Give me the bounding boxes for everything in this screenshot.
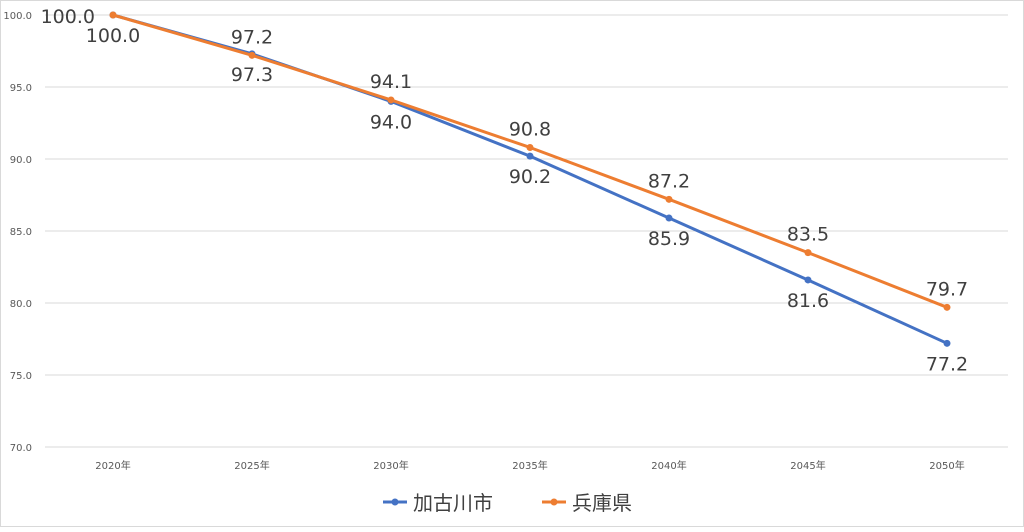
x-axis-ticks: 2020年 2025年 2030年 2035年 2040年 2045年 2050年 xyxy=(95,459,964,472)
data-point xyxy=(526,143,534,151)
y-tick-label: 90.0 xyxy=(10,155,32,166)
legend-label: 兵庫県 xyxy=(572,491,632,515)
gridlines xyxy=(45,14,1008,448)
y-tick-label: 85.0 xyxy=(10,227,32,238)
data-label: 94.1 xyxy=(370,71,412,93)
x-tick-label: 2025年 xyxy=(234,459,269,472)
data-label: 77.2 xyxy=(926,353,968,375)
x-tick-label: 2040年 xyxy=(651,459,686,472)
x-tick-label: 2020年 xyxy=(95,459,130,472)
data-label: 87.2 xyxy=(648,170,690,192)
x-tick-label: 2050年 xyxy=(929,459,964,472)
data-point xyxy=(804,276,812,284)
data-label: 85.9 xyxy=(648,228,690,250)
data-label: 79.7 xyxy=(926,278,968,300)
data-point xyxy=(665,195,673,203)
legend: 加古川市 兵庫県 xyxy=(383,491,632,515)
x-tick-label: 2045年 xyxy=(790,459,825,472)
data-point xyxy=(526,152,534,160)
data-labels: 100.0 97.3 94.0 90.2 85.9 81.6 77.2 100.0 97.2 94… xyxy=(41,6,969,375)
y-tick-label: 75.0 xyxy=(10,371,32,382)
data-point xyxy=(665,214,673,222)
data-label: 90.8 xyxy=(509,118,551,140)
x-tick-label: 2030年 xyxy=(373,459,408,472)
data-label: 100.0 xyxy=(41,6,95,28)
data-point xyxy=(109,11,117,19)
data-label: 81.6 xyxy=(787,290,829,312)
series-lines xyxy=(109,11,951,347)
y-tick-label: 80.0 xyxy=(10,299,32,310)
data-point xyxy=(248,51,256,59)
data-label: 83.5 xyxy=(787,224,829,246)
data-point xyxy=(943,303,951,311)
legend-label: 加古川市 xyxy=(413,491,493,515)
data-point xyxy=(943,339,951,347)
data-point xyxy=(804,249,812,257)
legend-marker xyxy=(550,498,558,506)
y-tick-label: 70.0 xyxy=(10,443,32,454)
data-label: 90.2 xyxy=(509,166,551,188)
data-point xyxy=(387,96,395,104)
y-tick-label: 100.0 xyxy=(3,11,32,22)
data-label: 97.3 xyxy=(231,64,273,86)
x-tick-label: 2035年 xyxy=(512,459,547,472)
data-label: 94.0 xyxy=(370,111,412,133)
data-label: 97.2 xyxy=(231,26,273,48)
y-axis-ticks: 70.0 75.0 80.0 85.0 90.0 95.0 100.0 xyxy=(3,11,32,454)
legend-marker xyxy=(391,498,399,506)
y-tick-label: 95.0 xyxy=(10,83,32,94)
data-label: 100.0 xyxy=(86,25,140,47)
